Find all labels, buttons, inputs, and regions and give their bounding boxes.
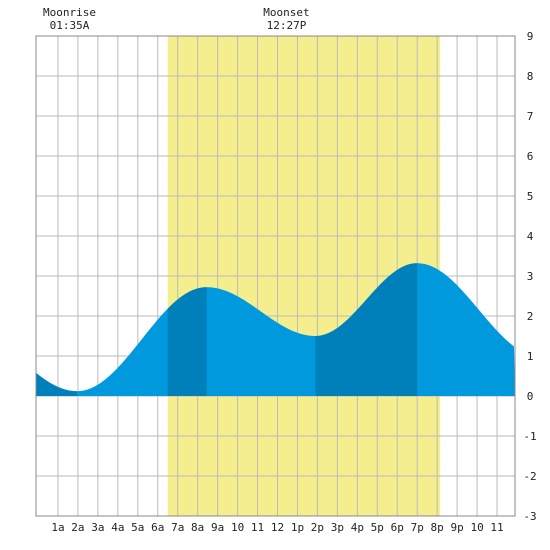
x-tick-label: 6a: [151, 521, 164, 534]
x-tick-label: 11: [490, 521, 503, 534]
y-tick-label: -2: [523, 470, 536, 483]
tide-area-shade: [36, 372, 77, 396]
x-tick-label: 5a: [131, 521, 144, 534]
x-tick-label: 9a: [211, 521, 224, 534]
x-tick-label: 9p: [450, 521, 463, 534]
y-tick-label: 9: [527, 30, 534, 43]
y-tick-label: 3: [527, 270, 534, 283]
y-tick-label: -3: [523, 510, 536, 523]
y-tick-label: 6: [527, 150, 534, 163]
y-tick-label: 4: [527, 230, 534, 243]
x-tick-label: 11: [251, 521, 264, 534]
x-tick-label: 7p: [411, 521, 424, 534]
x-tick-label: 10: [470, 521, 483, 534]
x-tick-label: 2a: [71, 521, 84, 534]
moon-event-time: 01:35A: [50, 19, 90, 32]
x-tick-label: 3a: [91, 521, 104, 534]
y-tick-label: 5: [527, 190, 534, 203]
x-tick-label: 4p: [351, 521, 364, 534]
y-tick-label: -1: [523, 430, 536, 443]
x-tick-label: 8p: [431, 521, 444, 534]
x-tick-label: 5p: [371, 521, 384, 534]
plot-frame: [35, 35, 516, 517]
x-tick-labels: 1a 2a 3a 4a 5a 6a 7a 8a 9a 10 11 12 1p 2p 3p 4p 5p 6p 7p 8p…: [51, 521, 503, 534]
x-tick-label: 1a: [51, 521, 64, 534]
moon-event-name: Moonrise: [43, 6, 96, 19]
x-tick-label: 4a: [111, 521, 124, 534]
x-tick-label: 7a: [171, 521, 184, 534]
x-tick-label: 1p: [291, 521, 304, 534]
x-tick-label: 12: [271, 521, 284, 534]
moon-event-name: Moonset: [263, 6, 309, 19]
y-tick-label: 1: [527, 350, 534, 363]
x-tick-label: 3p: [331, 521, 344, 534]
tide-layer: [36, 263, 515, 396]
x-tick-label: 6p: [391, 521, 404, 534]
y-tick-label: 0: [527, 390, 534, 403]
x-tick-label: 8a: [191, 521, 204, 534]
moon-event-time: 12:27P: [267, 19, 307, 32]
y-tick-label: 2: [527, 310, 534, 323]
y-tick-labels: -3 -2 -1 0 1 2 3 4 5 6 7 8 9: [523, 30, 536, 523]
y-tick-label: 7: [527, 110, 534, 123]
tide-area-shade: [315, 263, 418, 396]
y-tick-label: 8: [527, 70, 534, 83]
x-tick-label: 10: [231, 521, 244, 534]
tide-area-shade: [167, 287, 207, 396]
x-tick-label: 2p: [311, 521, 324, 534]
